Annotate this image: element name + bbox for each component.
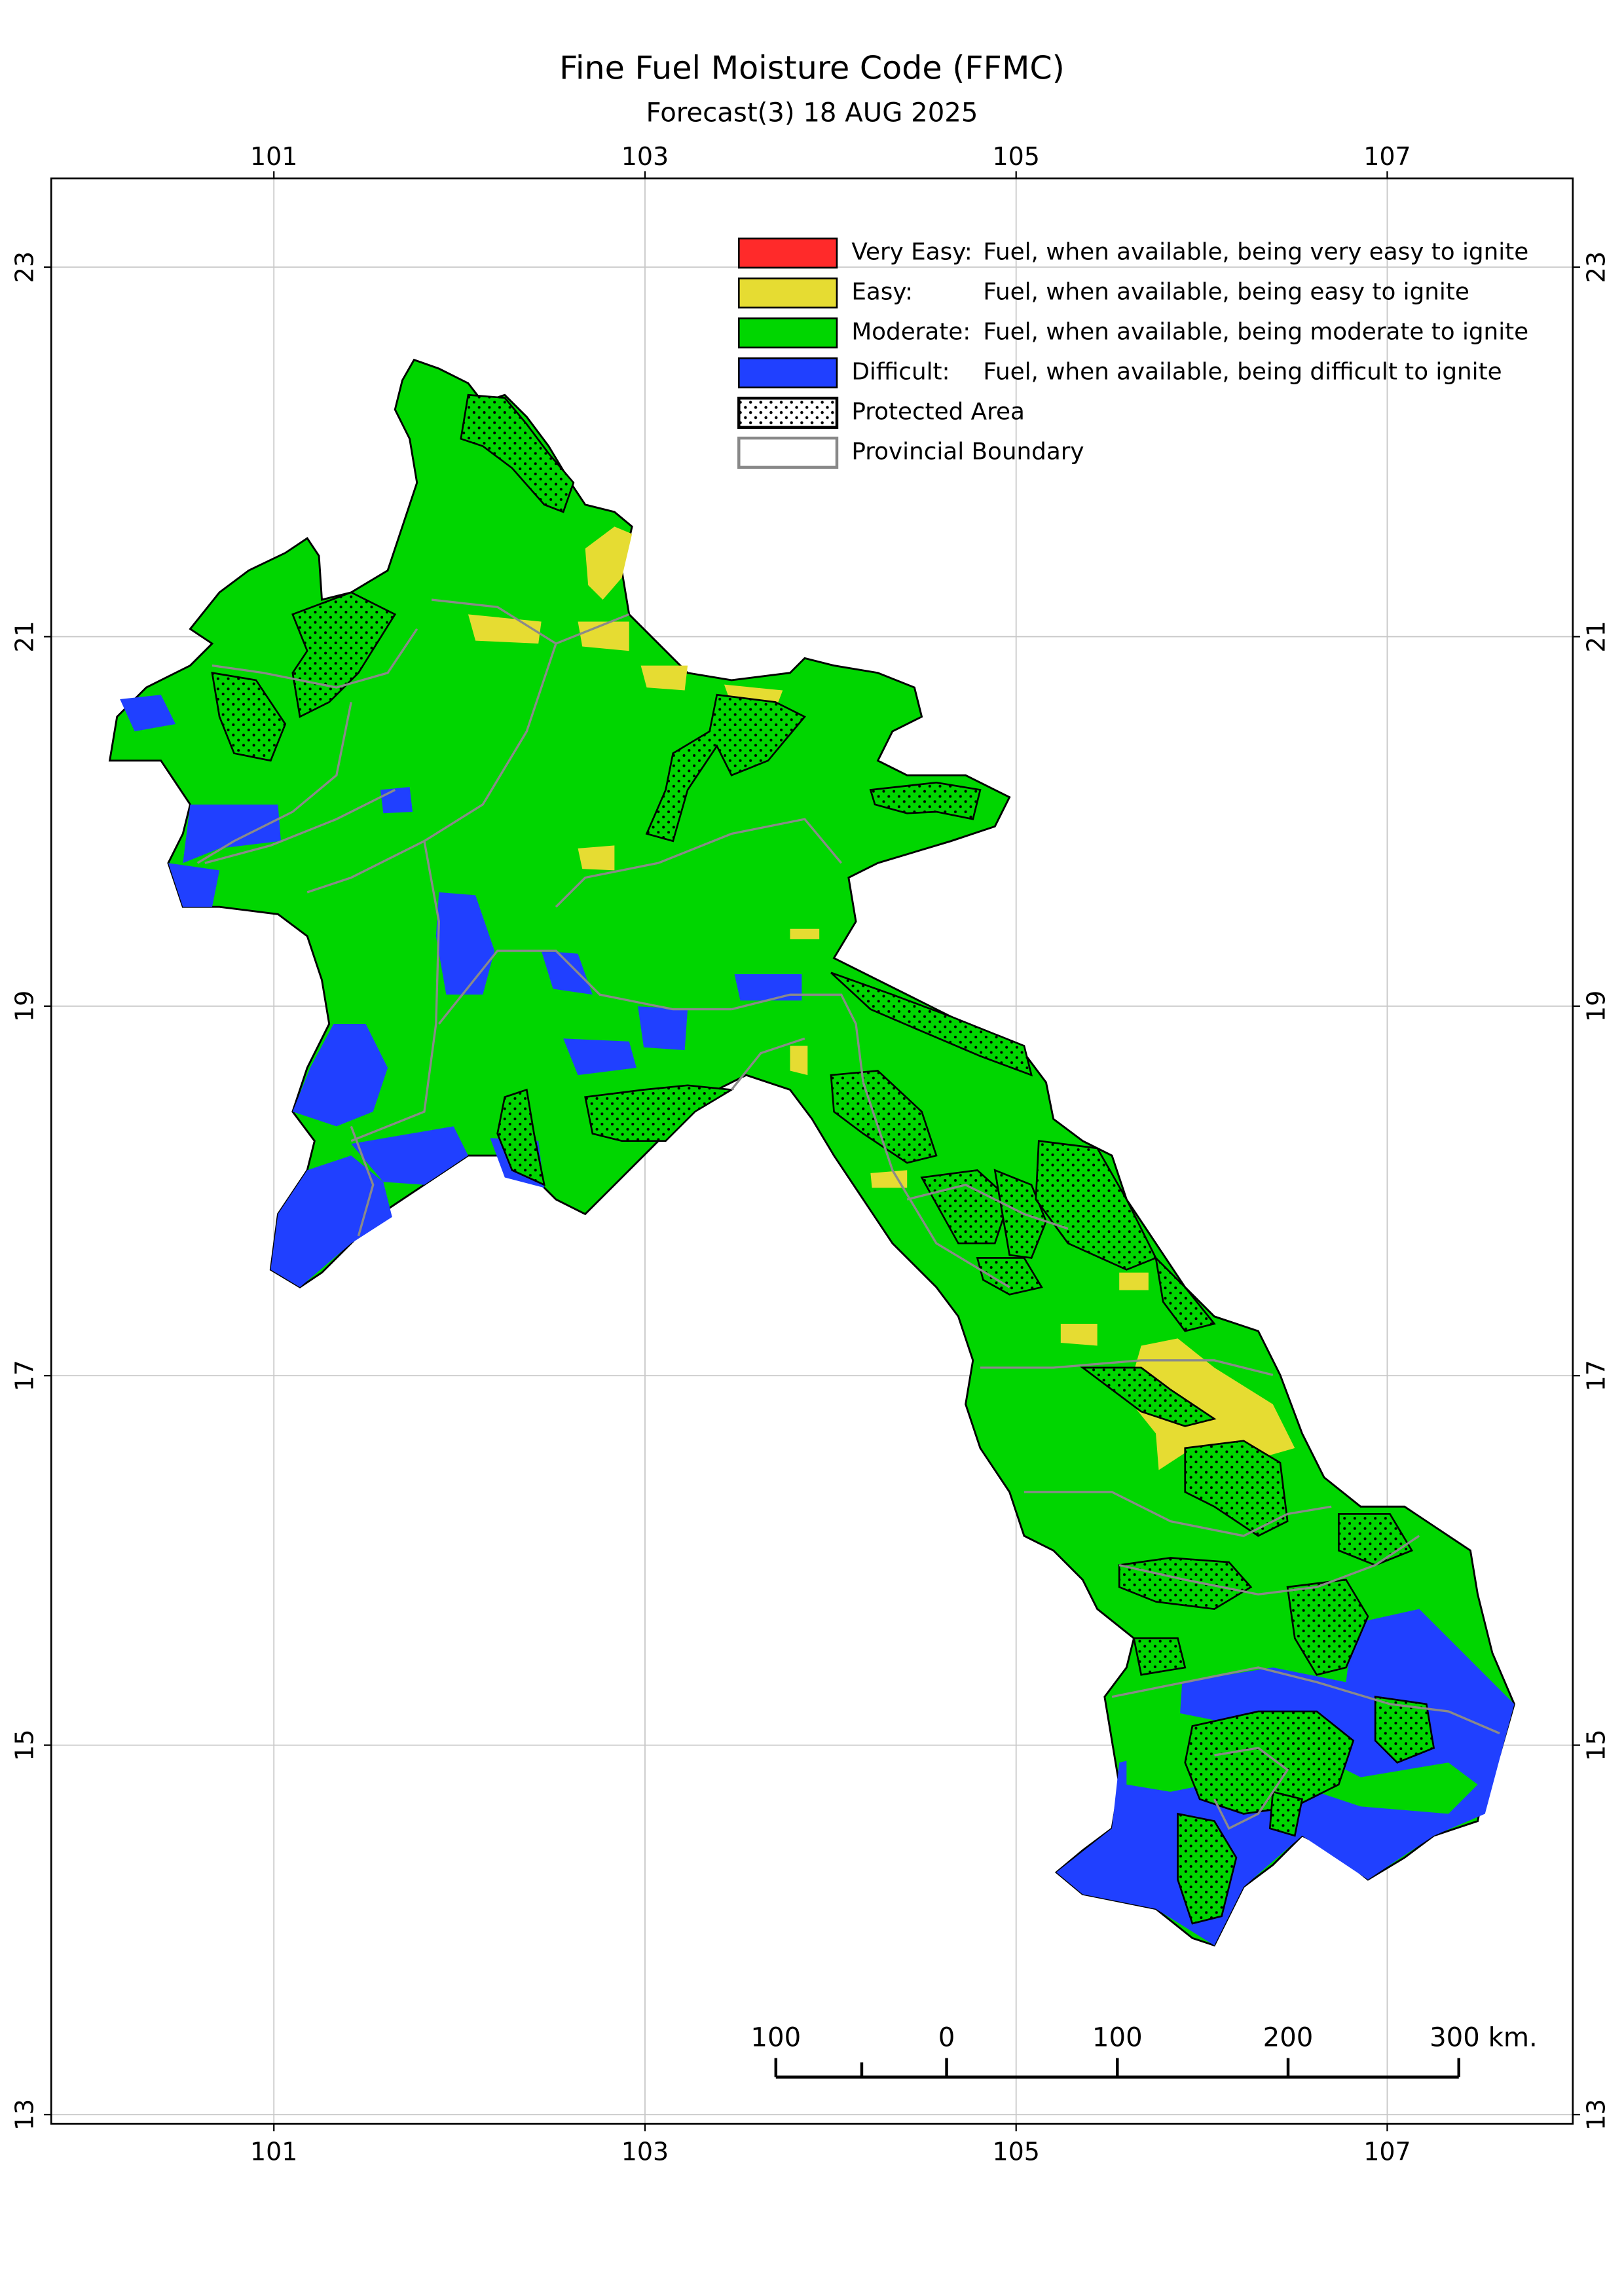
legend-label: Protected Area: [851, 398, 1025, 425]
easy-zones: [468, 526, 1295, 1470]
x-tick-label: 101: [250, 142, 297, 171]
protected-areas: [211, 393, 1435, 1925]
y-tick-label: 13: [10, 2099, 39, 2130]
map-root: Fine Fuel Moisture Code (FFMC) Forecast(…: [10, 49, 1611, 2166]
scale-label: 200: [1263, 2023, 1314, 2053]
legend-label: Easy:: [851, 279, 913, 306]
legend: Very Easy: Fuel, when available, being ve…: [737, 237, 1528, 469]
legend-label: Moderate:: [851, 319, 970, 346]
x-tick-label: 103: [621, 2137, 669, 2166]
grid: [51, 178, 1573, 2124]
scale-label: 0: [938, 2023, 955, 2053]
country-fill: [108, 358, 1515, 1947]
x-tick-label: 107: [1363, 142, 1411, 171]
legend-description: Fuel, when available, being difficult to…: [983, 359, 1502, 386]
legend-swatch: [737, 396, 839, 429]
y-tick-label: 15: [10, 1729, 39, 1760]
scale-bar: 100 0 100 200 300 km.: [750, 2023, 1538, 2079]
legend-label: Provincial Boundary: [851, 438, 1084, 465]
laos-map: [108, 358, 1515, 1947]
legend-description: Fuel, when available, being easy to igni…: [983, 279, 1469, 306]
provincial-boundaries: [196, 598, 1500, 1831]
y-tick-label: 15: [1581, 1729, 1610, 1760]
legend-swatch: [737, 436, 839, 469]
x-tick-label: 105: [992, 2137, 1039, 2166]
x-tick-label: 103: [621, 142, 669, 171]
y-tick-label: 19: [1581, 991, 1610, 1022]
y-tick-label: 19: [10, 991, 39, 1022]
scale-label: 100: [1092, 2023, 1143, 2053]
legend-description: Fuel, when available, being moderate to …: [983, 319, 1528, 346]
y-tick-label: 23: [1581, 251, 1610, 283]
y-tick-label: 17: [1581, 1360, 1610, 1391]
y-tick-label: 21: [1581, 621, 1610, 652]
legend-swatch: [737, 277, 838, 309]
x-tick-label: 107: [1363, 2137, 1411, 2166]
y-tick-label: 17: [10, 1360, 39, 1391]
y-tick-label: 21: [10, 621, 39, 652]
x-tick-label: 101: [250, 2137, 297, 2166]
y-tick-label: 23: [10, 251, 39, 283]
map-frame: [50, 177, 1574, 2125]
legend-swatch: [737, 317, 838, 349]
title: Fine Fuel Moisture Code (FFMC): [559, 49, 1065, 87]
subtitle: Forecast(3) 18 AUG 2025: [646, 98, 978, 128]
legend-label: Difficult:: [851, 359, 950, 386]
x-tick-label: 105: [992, 142, 1039, 171]
legend-label: Very Easy:: [851, 239, 972, 266]
legend-description: Fuel, when available, being very easy to…: [983, 239, 1528, 266]
scale-label: 100: [750, 2023, 801, 2053]
scale-label: 300 km.: [1430, 2023, 1538, 2053]
legend-swatch: [737, 237, 838, 269]
y-tick-label: 13: [1581, 2099, 1610, 2130]
legend-swatch: [737, 357, 838, 389]
